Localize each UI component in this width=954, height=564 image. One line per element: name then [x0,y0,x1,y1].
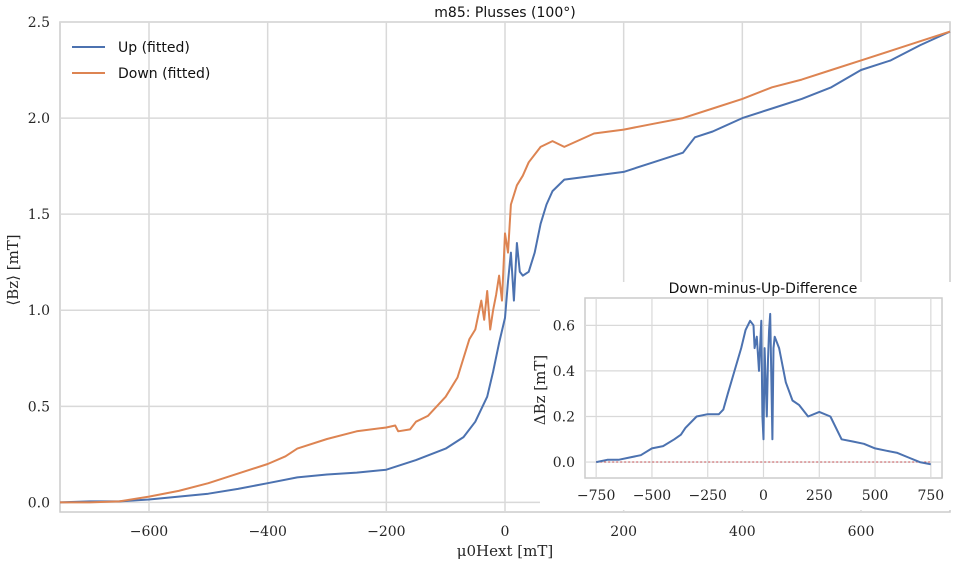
inset-y-axis-label: ΔBz [mT] [531,355,549,425]
inset-y-tick-label: 0.6 [553,318,575,334]
legend-down-label: Down (fitted) [118,66,210,82]
main-y-tick-label: 0.0 [28,495,50,511]
inset-gridlines [585,298,942,478]
inset-y-tick-labels: 0.0 0.2 0.4 0.6 [553,318,575,471]
main-y-axis-label: ⟨Bz⟩ [mT] [4,234,22,305]
main-series-lines [59,30,951,504]
legend-up-label: Up (fitted) [118,40,190,56]
inset-x-tick-label: 0 [759,488,768,504]
inset-y-tick-label: 0.2 [553,409,575,425]
inset-x-tick-label: −250 [688,488,726,504]
main-x-tick-label: −200 [367,524,405,540]
main-y-tick-labels: 0.0 0.5 1.0 1.5 2.0 2.5 [28,15,50,511]
inset-x-tick-labels: −750 −500 −250 0 250 500 750 [577,488,944,504]
main-x-tick-labels: −600 −400 −200 0 200 400 600 [130,524,875,540]
main-x-tick-label: 0 [501,524,510,540]
main-series-line-1 [60,30,951,504]
main-x-axis-label: μ0Hext [mT] [457,542,553,560]
main-y-tick-label: 2.0 [28,111,50,127]
inset-x-tick-label: 500 [862,488,889,504]
inset-y-tick-label: 0.4 [553,364,575,380]
inset-series-line-0 [595,312,931,466]
main-x-tick-label: −400 [248,524,286,540]
inset-title: Down-minus-Up-Difference [669,281,858,297]
inset-plot-area: −750 −500 −250 0 250 500 750 0.0 0.2 0.4 0.6 Down… [531,281,952,510]
main-x-tick-label: 600 [848,524,875,540]
inset-series-lines [595,312,931,466]
main-x-tick-label: 200 [610,524,637,540]
main-title: m85: Plusses (100°) [434,5,575,21]
main-y-tick-label: 2.5 [28,15,50,31]
main-y-tick-label: 1.5 [28,207,50,223]
inset-x-tick-label: 750 [917,488,944,504]
main-y-tick-label: 1.0 [28,303,50,319]
inset-x-tick-label: −750 [577,488,615,504]
inset-x-tick-label: 250 [806,488,833,504]
main-y-tick-label: 0.5 [28,399,50,415]
main-x-tick-label: 400 [729,524,756,540]
main-x-tick-label: −600 [130,524,168,540]
main-series-line-0 [59,30,951,504]
inset-x-tick-label: −500 [633,488,671,504]
legend: Up (fitted) Down (fitted) [72,40,210,82]
inset-y-tick-label: 0.0 [553,455,575,471]
main-plot-area: −600 −400 −200 0 200 400 600 0.0 0.5 1.0 1.5 2.0 2.… [4,5,951,560]
